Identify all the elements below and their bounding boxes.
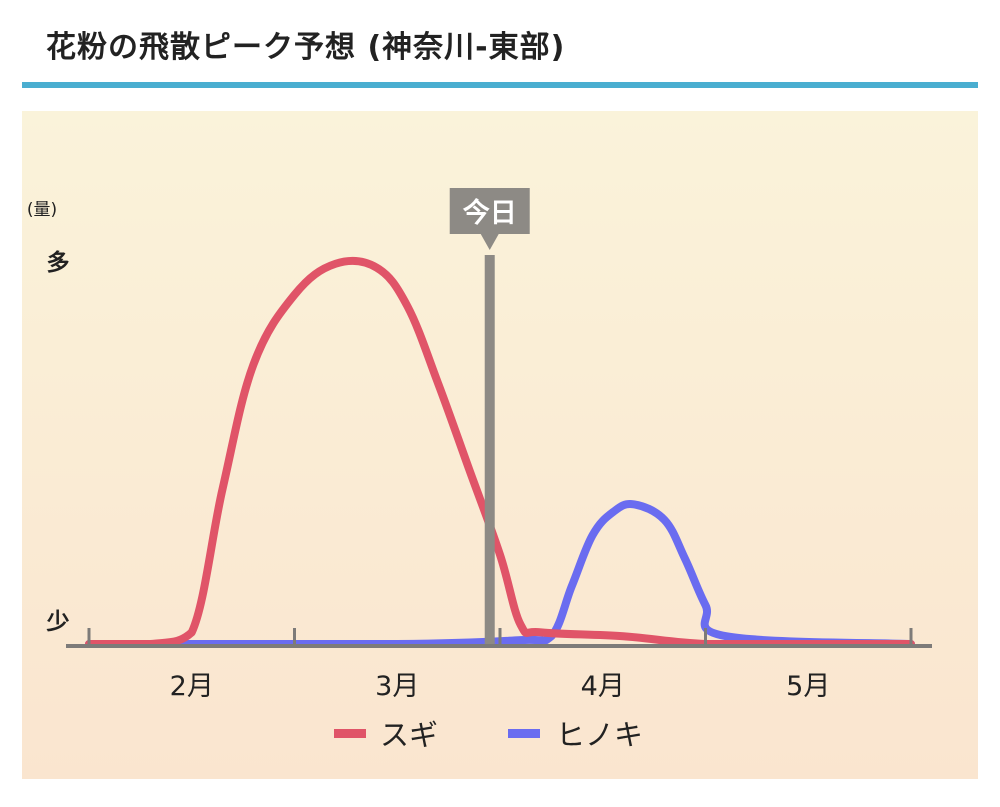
chart-title: 花粉の飛散ピーク予想 (神奈川-東部) [46,30,566,65]
series-layer [85,256,915,649]
today-label-pointer [480,234,499,250]
y-axis-label: (量) [27,200,57,220]
x-tick-label: 2月 [170,671,214,702]
x-tick-label: 4月 [581,671,625,702]
legend: スギ ヒノキ [334,718,643,752]
y-max-label: 多 [47,249,70,276]
legend-label-sugi: スギ [380,718,438,752]
today-label: 今日 [463,197,517,229]
x-axis [66,628,932,648]
legend-label-hinoki: ヒノキ [556,718,643,752]
today-marker-line [484,255,495,645]
legend-swatch-hinoki [508,729,540,738]
today-label-box [449,188,530,234]
sugi-series-line [85,256,915,648]
x-tick-label: 5月 [786,671,830,702]
title-divider [22,82,978,88]
legend-swatch-sugi [334,729,366,738]
hinoki-series-line [85,500,915,649]
y-min-label: 少 [46,609,70,635]
x-tick-label: 3月 [375,671,419,702]
today-marker-group: 今日 [449,188,530,645]
x-tick-labels: 2月 3月 4月 5月 [170,671,831,702]
